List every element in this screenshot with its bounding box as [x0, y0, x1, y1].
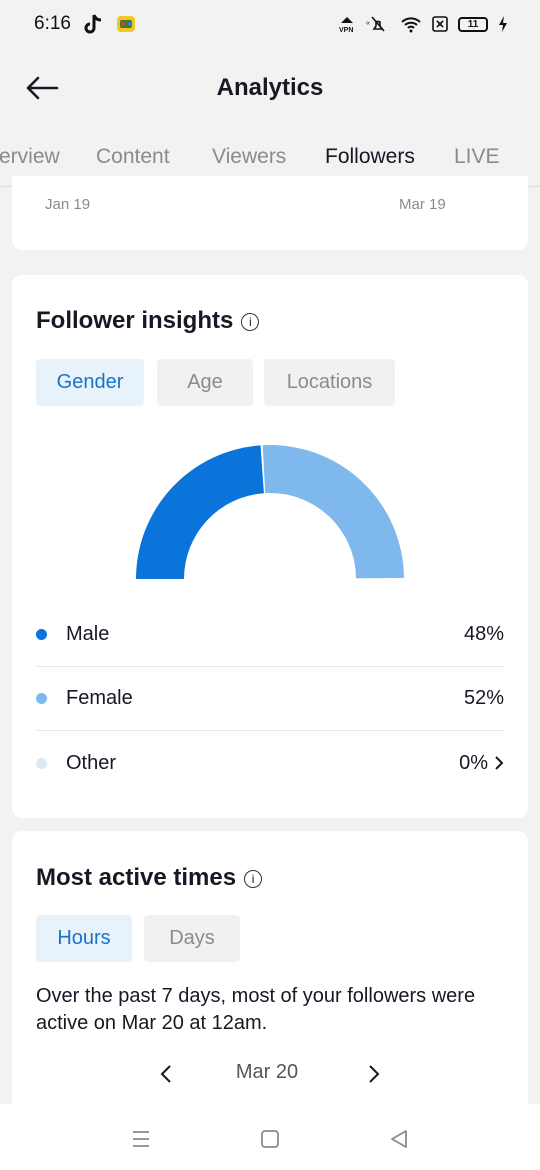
- back-arrow-icon[interactable]: [24, 70, 60, 106]
- donut-slice-female: [262, 445, 404, 579]
- header: Analytics: [0, 56, 540, 120]
- other-dot: [36, 757, 47, 769]
- status-time: 6:16: [34, 13, 71, 34]
- most-active-times-title: Most active times i: [36, 864, 263, 892]
- tab-followers-label: Followers: [325, 145, 415, 168]
- current-date: Mar 20: [235, 1061, 299, 1083]
- tab-live[interactable]: LIVE: [454, 138, 500, 186]
- chip-age[interactable]: Age: [157, 359, 253, 406]
- system-nav-bar: [0, 1104, 540, 1170]
- chip-locations[interactable]: Locations: [264, 359, 395, 406]
- follower-insights-card: Follower insights i Gender Age Locations…: [12, 275, 528, 818]
- legend-value-male: 48%: [463, 623, 504, 645]
- tab-content-label: Content: [96, 145, 170, 168]
- chip-days[interactable]: Days: [144, 915, 240, 962]
- tab-viewers-label: Viewers: [212, 145, 287, 168]
- legend-row-other[interactable]: Other 0%: [36, 731, 504, 795]
- tiktok-icon: [83, 13, 103, 35]
- tab-followers[interactable]: Followers: [325, 138, 415, 186]
- legend-value-female: 52%: [463, 687, 504, 709]
- chip-gender[interactable]: Gender: [36, 359, 144, 406]
- tab-overview[interactable]: erview: [0, 138, 60, 186]
- chevron-right-icon[interactable]: [360, 1059, 388, 1089]
- svg-text:VPN: VPN: [339, 27, 353, 33]
- home-icon[interactable]: [255, 1124, 285, 1154]
- active-times-summary: Over the past 7 days, most of your follo…: [36, 985, 476, 1034]
- wifi-icon: [400, 15, 422, 33]
- tab-viewers[interactable]: Viewers: [212, 138, 286, 186]
- gender-donut-chart: [136, 445, 404, 579]
- vpn-icon: VPN: [338, 15, 356, 33]
- legend-value-other-wrap: 0%: [459, 752, 504, 775]
- menu-icon[interactable]: [126, 1124, 156, 1154]
- svg-text:«: «: [366, 20, 370, 27]
- female-dot: [36, 693, 47, 704]
- game-app-icon: [115, 13, 137, 35]
- tab-live-label: LIVE: [454, 145, 500, 168]
- battery-icon: 11: [458, 16, 488, 32]
- legend-value-other: 0%: [459, 751, 488, 774]
- donut-slice-male: [136, 445, 264, 579]
- follower-insights-title: Follower insights i: [36, 307, 260, 335]
- info-icon[interactable]: i: [244, 870, 263, 888]
- tab-content[interactable]: Content: [96, 138, 170, 186]
- legend-label-male: Male: [66, 623, 110, 645]
- male-dot: [36, 629, 47, 640]
- status-bar: 6:16 VPN « 11: [0, 0, 540, 48]
- legend-label-female: Female: [66, 687, 133, 709]
- close-box-icon: [432, 16, 448, 32]
- charging-icon: [498, 15, 508, 33]
- legend-row-male: Male 48%: [36, 603, 504, 667]
- tab-overview-label: erview: [0, 145, 60, 168]
- follower-insights-heading: Follower insights: [36, 307, 234, 334]
- chevron-left-icon[interactable]: [152, 1059, 180, 1089]
- analytics-tabs: erview Content Viewers Followers LIVE: [0, 138, 540, 187]
- chevron-right-icon: [495, 756, 504, 770]
- chip-hours[interactable]: Hours: [36, 915, 132, 962]
- followers-chart-card: Jan 19 Mar 19: [12, 176, 528, 250]
- legend-label-other: Other: [66, 751, 117, 774]
- legend-row-female: Female 52%: [36, 667, 504, 731]
- most-active-times-card: Most active times i Hours Days Over the …: [12, 831, 528, 1111]
- info-icon[interactable]: i: [241, 313, 260, 331]
- date-start-label: Jan 19: [45, 196, 91, 213]
- mute-icon: «: [366, 15, 390, 33]
- date-navigator: Mar 20: [12, 1055, 528, 1093]
- date-end-label: Mar 19: [399, 196, 446, 213]
- most-active-times-heading: Most active times: [36, 864, 237, 891]
- page-title: Analytics: [216, 74, 324, 101]
- back-triangle-icon[interactable]: [384, 1124, 414, 1154]
